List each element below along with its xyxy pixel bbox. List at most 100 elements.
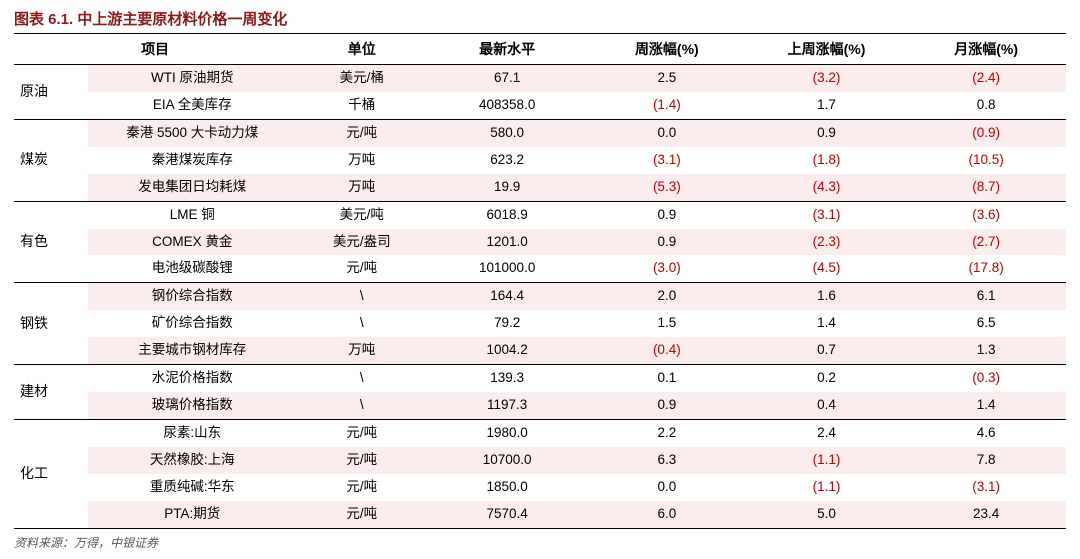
week-cell: 2.0 (587, 283, 747, 310)
category-cell: 化工 (14, 419, 88, 528)
table-row: 原油WTI 原油期货美元/桶67.12.5(3.2)(2.4) (14, 65, 1066, 92)
week-cell: (5.3) (587, 174, 747, 201)
latest-cell: 67.1 (427, 65, 587, 92)
prev-week-cell: 0.2 (747, 365, 907, 392)
week-cell: (0.4) (587, 337, 747, 364)
unit-cell: 元/吨 (296, 419, 427, 446)
unit-cell: 元/吨 (296, 474, 427, 501)
unit-cell: 美元/吨 (296, 201, 427, 228)
table-row: 天然橡胶:上海元/吨10700.06.3(1.1)7.8 (14, 447, 1066, 474)
table-row: EIA 全美库存千桶408358.0(1.4)1.70.8 (14, 92, 1066, 119)
category-cell: 有色 (14, 201, 88, 283)
item-cell: 水泥价格指数 (88, 365, 296, 392)
month-cell: (10.5) (906, 147, 1066, 174)
table-row: 钢铁钢价综合指数\164.42.01.66.1 (14, 283, 1066, 310)
item-cell: EIA 全美库存 (88, 92, 296, 119)
item-cell: 秦港煤炭库存 (88, 147, 296, 174)
item-cell: 天然橡胶:上海 (88, 447, 296, 474)
week-cell: 0.0 (587, 474, 747, 501)
week-cell: 0.9 (587, 392, 747, 419)
prev-week-cell: (2.3) (747, 229, 907, 256)
col-prev-week: 上周涨幅(%) (747, 34, 907, 65)
latest-cell: 1004.2 (427, 337, 587, 364)
table-row: 建材水泥价格指数\139.30.10.2(0.3) (14, 365, 1066, 392)
table-title: 图表 6.1. 中上游主要原材料价格一周变化 (14, 8, 1066, 29)
week-cell: (3.0) (587, 255, 747, 282)
week-cell: 6.0 (587, 501, 747, 528)
month-cell: 4.6 (906, 419, 1066, 446)
prev-week-cell: (3.1) (747, 201, 907, 228)
month-cell: (8.7) (906, 174, 1066, 201)
week-cell: 0.9 (587, 229, 747, 256)
prev-week-cell: (4.3) (747, 174, 907, 201)
prev-week-cell: 1.4 (747, 310, 907, 337)
item-cell: 发电集团日均耗煤 (88, 174, 296, 201)
source-note: 资料来源：万得，中银证券 (14, 534, 1066, 551)
item-cell: 矿价综合指数 (88, 310, 296, 337)
item-cell: 秦港 5500 大卡动力煤 (88, 119, 296, 146)
latest-cell: 1201.0 (427, 229, 587, 256)
latest-cell: 408358.0 (427, 92, 587, 119)
prev-week-cell: 0.9 (747, 119, 907, 146)
table-row: 秦港煤炭库存万吨623.2(3.1)(1.8)(10.5) (14, 147, 1066, 174)
week-cell: (1.4) (587, 92, 747, 119)
item-cell: 重质纯碱:华东 (88, 474, 296, 501)
category-cell: 建材 (14, 365, 88, 420)
week-cell: 2.2 (587, 419, 747, 446)
prev-week-cell: 0.4 (747, 392, 907, 419)
month-cell: 6.1 (906, 283, 1066, 310)
latest-cell: 10700.0 (427, 447, 587, 474)
month-cell: 6.5 (906, 310, 1066, 337)
prev-week-cell: 5.0 (747, 501, 907, 528)
month-cell: (17.8) (906, 255, 1066, 282)
month-cell: (3.1) (906, 474, 1066, 501)
latest-cell: 7570.4 (427, 501, 587, 528)
latest-cell: 101000.0 (427, 255, 587, 282)
item-cell: 电池级碳酸锂 (88, 255, 296, 282)
header-row: 项目 单位 最新水平 周涨幅(%) 上周涨幅(%) 月涨幅(%) (14, 34, 1066, 65)
table-row: 化工尿素:山东元/吨1980.02.22.44.6 (14, 419, 1066, 446)
item-cell: LME 铜 (88, 201, 296, 228)
item-cell: PTA:期货 (88, 501, 296, 528)
week-cell: 6.3 (587, 447, 747, 474)
col-latest: 最新水平 (427, 34, 587, 65)
table-row: 玻璃价格指数\1197.30.90.41.4 (14, 392, 1066, 419)
month-cell: (0.9) (906, 119, 1066, 146)
unit-cell: 美元/盎司 (296, 229, 427, 256)
week-cell: (3.1) (587, 147, 747, 174)
table-row: PTA:期货元/吨7570.46.05.023.4 (14, 501, 1066, 528)
prev-week-cell: 0.7 (747, 337, 907, 364)
category-cell: 钢铁 (14, 283, 88, 365)
item-cell: WTI 原油期货 (88, 65, 296, 92)
materials-table: 项目 单位 最新水平 周涨幅(%) 上周涨幅(%) 月涨幅(%) 原油WTI 原… (14, 33, 1066, 529)
table-row: 主要城市钢材库存万吨1004.2(0.4)0.71.3 (14, 337, 1066, 364)
latest-cell: 1197.3 (427, 392, 587, 419)
col-month: 月涨幅(%) (906, 34, 1066, 65)
unit-cell: \ (296, 365, 427, 392)
prev-week-cell: 1.7 (747, 92, 907, 119)
week-cell: 2.5 (587, 65, 747, 92)
table-row: 电池级碳酸锂元/吨101000.0(3.0)(4.5)(17.8) (14, 255, 1066, 282)
item-cell: 钢价综合指数 (88, 283, 296, 310)
table-row: COMEX 黄金美元/盎司1201.00.9(2.3)(2.7) (14, 229, 1066, 256)
latest-cell: 164.4 (427, 283, 587, 310)
month-cell: (2.4) (906, 65, 1066, 92)
table-row: 发电集团日均耗煤万吨19.9(5.3)(4.3)(8.7) (14, 174, 1066, 201)
latest-cell: 1850.0 (427, 474, 587, 501)
month-cell: 0.8 (906, 92, 1066, 119)
prev-week-cell: (1.1) (747, 474, 907, 501)
unit-cell: \ (296, 310, 427, 337)
week-cell: 0.1 (587, 365, 747, 392)
category-cell: 煤炭 (14, 119, 88, 201)
col-week: 周涨幅(%) (587, 34, 747, 65)
table-row: 有色LME 铜美元/吨6018.90.9(3.1)(3.6) (14, 201, 1066, 228)
month-cell: (3.6) (906, 201, 1066, 228)
unit-cell: 万吨 (296, 337, 427, 364)
week-cell: 1.5 (587, 310, 747, 337)
table-row: 矿价综合指数\79.21.51.46.5 (14, 310, 1066, 337)
unit-cell: \ (296, 283, 427, 310)
col-item: 项目 (14, 34, 296, 65)
month-cell: (0.3) (906, 365, 1066, 392)
item-cell: 玻璃价格指数 (88, 392, 296, 419)
month-cell: (2.7) (906, 229, 1066, 256)
